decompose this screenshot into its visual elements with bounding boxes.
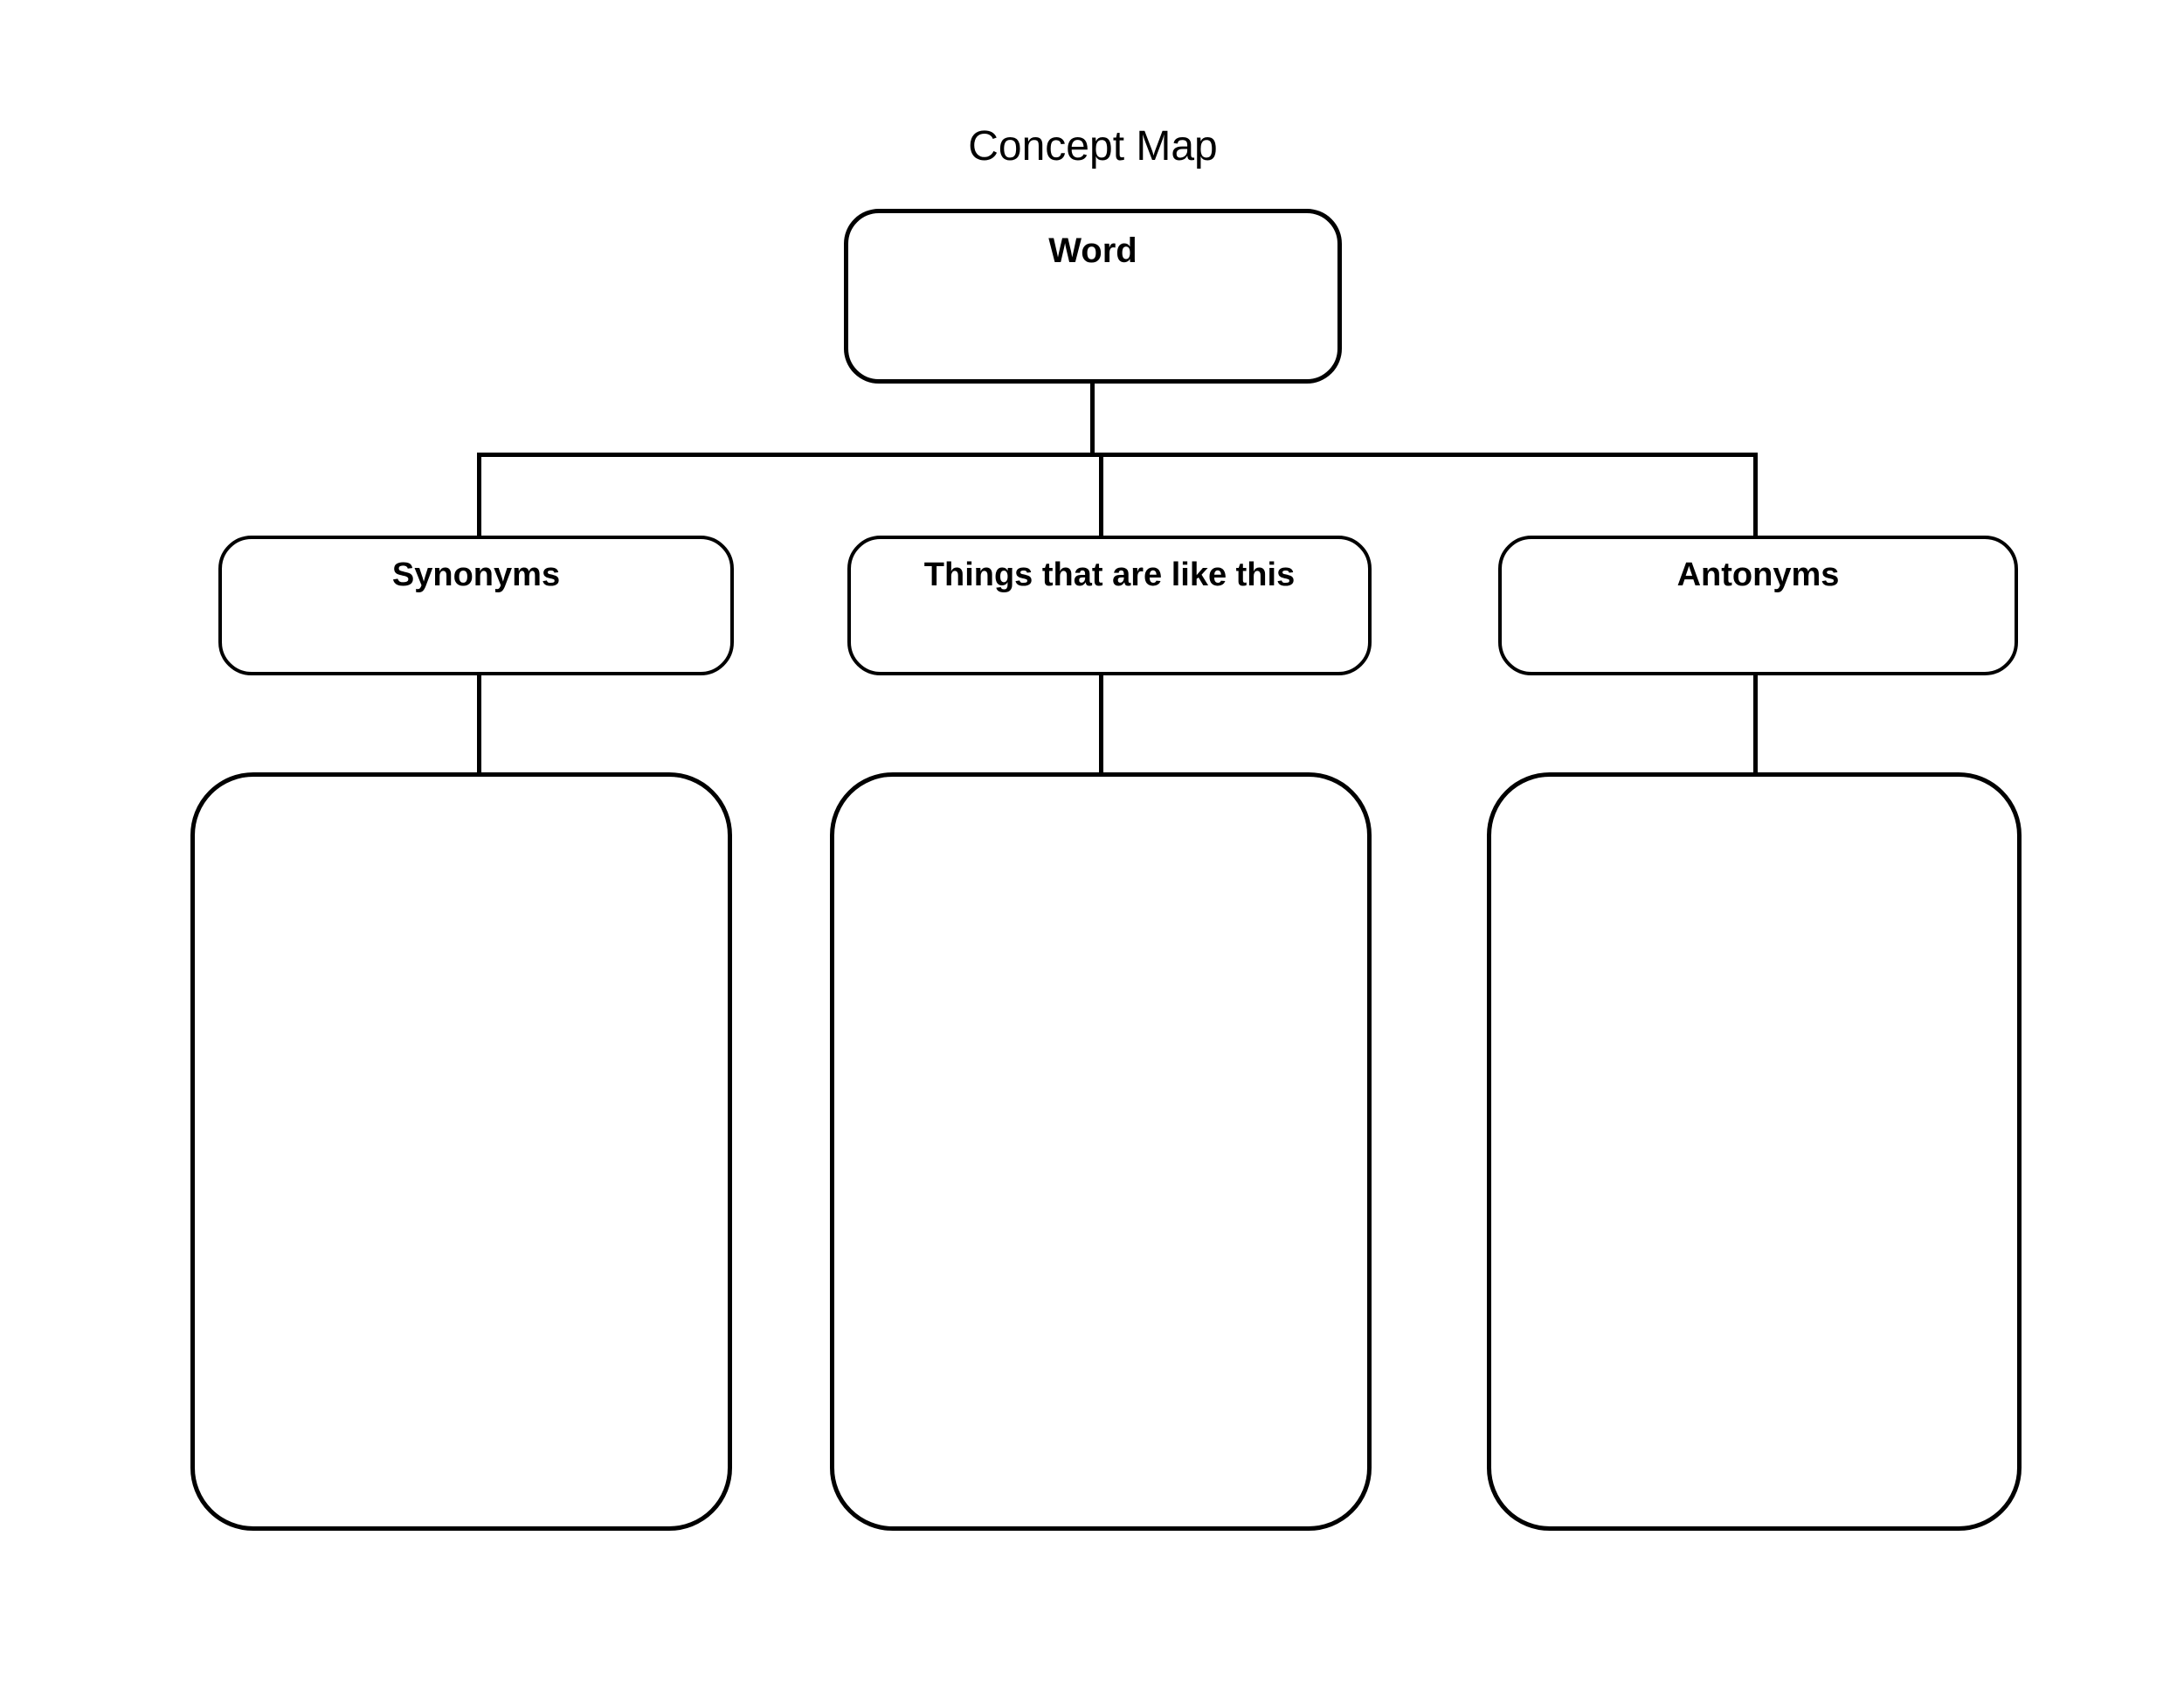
node-antonyms: Antonyms [1498, 536, 2018, 675]
connector-drop-mid [1099, 457, 1103, 536]
connector-drop-left [477, 453, 481, 536]
connector-child2-content2 [1099, 675, 1103, 772]
content-box-things-like-this-label [834, 777, 1367, 792]
node-root-word: Word [844, 209, 1342, 384]
connector-child3-content3 [1753, 675, 1758, 772]
node-things-like-this-label: Things that are like this [851, 539, 1368, 597]
content-box-antonyms [1487, 772, 2022, 1531]
connector-root-drop [1090, 384, 1095, 457]
diagram-title: Concept Map [931, 122, 1254, 170]
connector-horizontal-bar [477, 453, 1758, 457]
content-box-synonyms-label [195, 777, 728, 792]
connector-child1-content1 [477, 675, 481, 772]
content-box-synonyms [190, 772, 732, 1531]
node-root-label: Word [848, 213, 1337, 273]
node-things-like-this: Things that are like this [847, 536, 1372, 675]
node-antonyms-label: Antonyms [1502, 539, 2015, 597]
connector-drop-right [1753, 453, 1758, 536]
node-synonyms-label: Synonyms [222, 539, 730, 597]
content-box-antonyms-label [1491, 777, 2017, 792]
content-box-things-like-this [830, 772, 1372, 1531]
node-synonyms: Synonyms [218, 536, 734, 675]
concept-map-canvas: Concept Map Word Synonyms Things that ar… [0, 0, 2184, 1688]
